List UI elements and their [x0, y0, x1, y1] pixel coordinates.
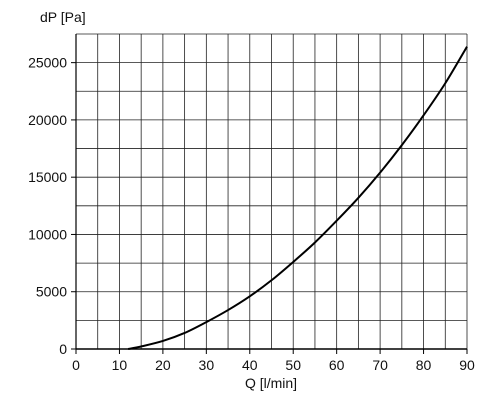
x-tick-label: 30	[199, 357, 215, 373]
y-tick-label: 15000	[28, 169, 67, 185]
y-tick-label: 0	[59, 341, 67, 357]
x-tick-label: 80	[416, 357, 432, 373]
y-tick-label: 10000	[28, 226, 67, 242]
axes	[71, 34, 468, 354]
y-tick-label: 25000	[28, 55, 67, 71]
y-tick-label: 20000	[28, 112, 67, 128]
y-axis-label: dP [Pa]	[40, 9, 86, 25]
tick-labels: 0 10 20 30 40 50 60 70 80 90 0 5000 10000 15000 20000 2…	[28, 55, 475, 373]
x-tick-label: 10	[112, 357, 128, 373]
x-tick-label: 40	[242, 357, 258, 373]
grid	[75, 33, 468, 350]
x-tick-label: 0	[72, 357, 80, 373]
x-tick-label: 60	[329, 357, 345, 373]
x-tick-label: 70	[372, 357, 388, 373]
x-tick-label: 50	[285, 357, 301, 373]
curve-layer	[127, 46, 468, 350]
x-tick-label: 20	[155, 357, 171, 373]
y-tick-label: 5000	[36, 284, 67, 300]
x-tick-label: 90	[459, 357, 475, 373]
series-line	[127, 46, 468, 350]
x-axis-label: Q [l/min]	[245, 375, 297, 391]
